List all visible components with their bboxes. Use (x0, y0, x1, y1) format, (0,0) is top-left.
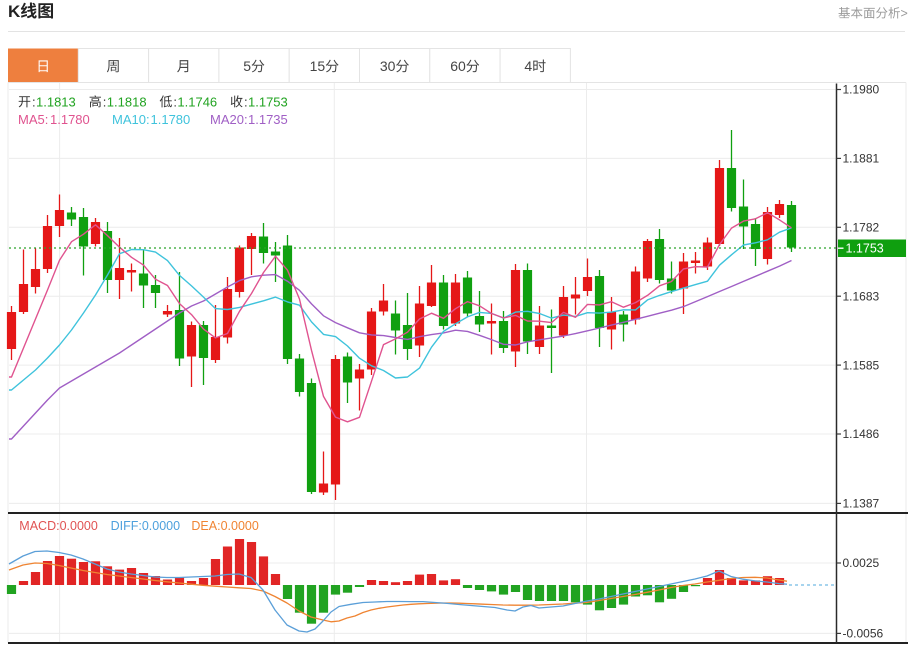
svg-text::: : (173, 94, 177, 109)
svg-text:MA5:: MA5: (18, 112, 48, 127)
svg-text:1.1780: 1.1780 (151, 112, 191, 127)
svg-text::: : (103, 94, 107, 109)
svg-text:1.1780: 1.1780 (50, 112, 90, 127)
svg-text:1.1818: 1.1818 (107, 94, 147, 109)
svg-text:1.1683: 1.1683 (843, 289, 880, 303)
svg-text:30: 30 (380, 58, 396, 74)
svg-text:1.1753: 1.1753 (846, 242, 884, 256)
svg-text:1.1881: 1.1881 (843, 152, 880, 166)
svg-text:MA20:: MA20: (210, 112, 248, 127)
svg-text::: : (32, 94, 36, 109)
svg-text:-0.0056: -0.0056 (843, 627, 884, 641)
svg-text:0.0025: 0.0025 (843, 556, 880, 570)
svg-text:1.1585: 1.1585 (843, 358, 880, 372)
svg-text:15: 15 (310, 58, 326, 74)
svg-text:4: 4 (524, 58, 532, 74)
svg-text:MA10:: MA10: (112, 112, 150, 127)
svg-text:60: 60 (450, 58, 466, 74)
svg-text:>: > (901, 7, 908, 21)
svg-text:1.1735: 1.1735 (248, 112, 288, 127)
svg-text:DIFF:0.0000: DIFF:0.0000 (111, 519, 181, 533)
svg-text:1.1980: 1.1980 (843, 83, 880, 97)
svg-text:1.1753: 1.1753 (248, 94, 288, 109)
svg-text:MACD:0.0000: MACD:0.0000 (19, 519, 98, 533)
svg-text:K: K (8, 2, 21, 21)
svg-text:5: 5 (243, 58, 251, 74)
svg-text:DEA:0.0000: DEA:0.0000 (191, 519, 258, 533)
svg-text::: : (244, 94, 248, 109)
svg-text:1.1813: 1.1813 (36, 94, 76, 109)
svg-text:1.1746: 1.1746 (177, 94, 217, 109)
svg-text:1.1486: 1.1486 (843, 427, 880, 441)
svg-text:1.1782: 1.1782 (843, 221, 880, 235)
svg-text:1.1387: 1.1387 (843, 497, 880, 511)
